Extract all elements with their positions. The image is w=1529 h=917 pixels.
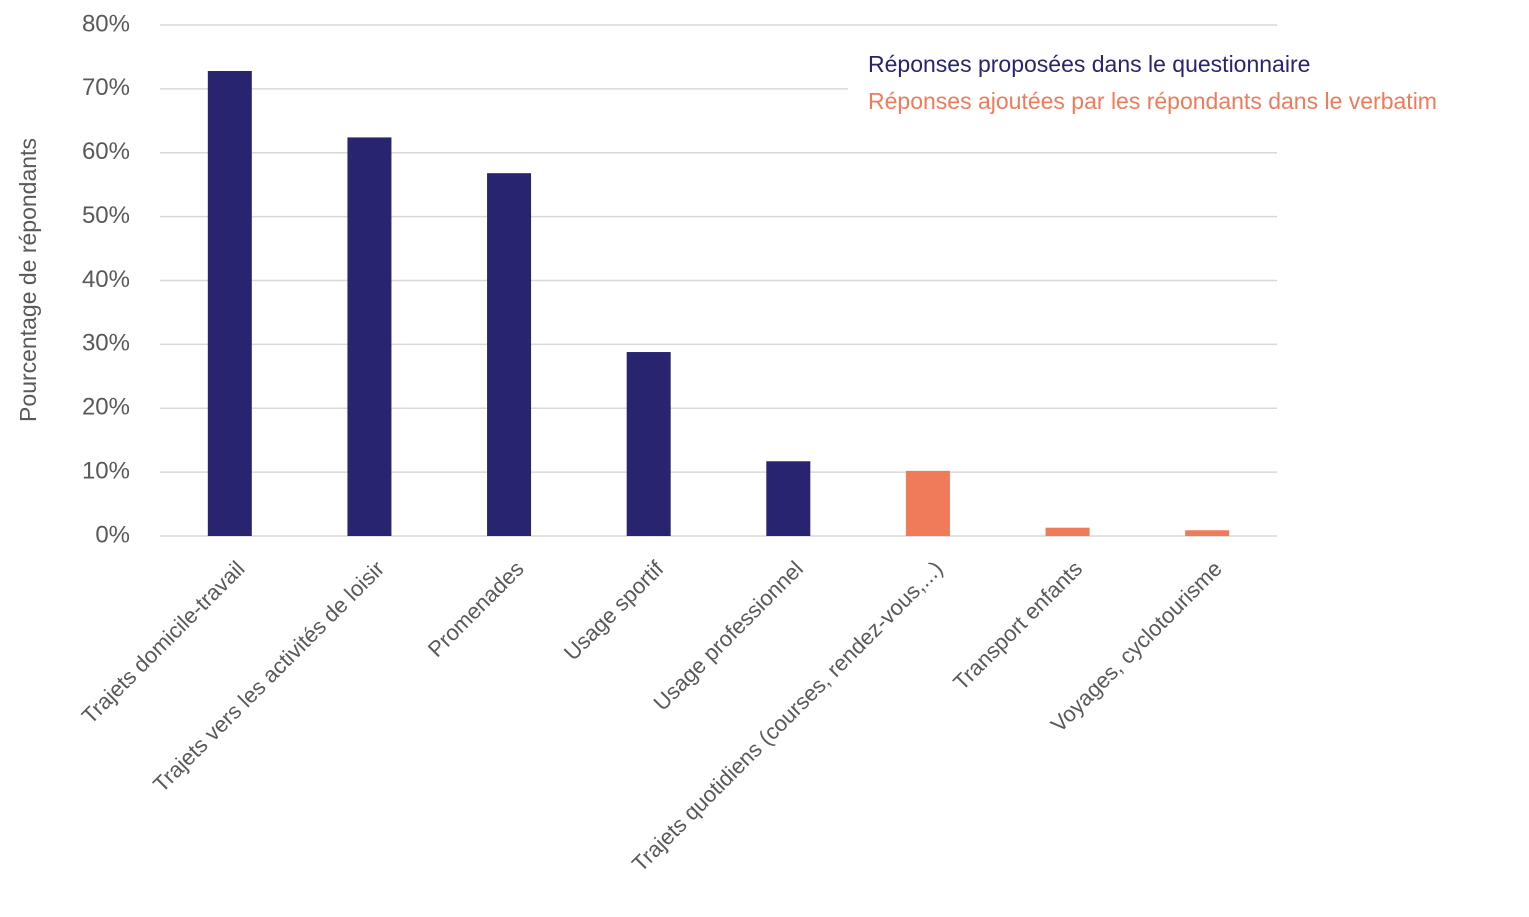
bar: [626, 352, 671, 536]
bar: [1185, 530, 1230, 536]
y-tick-label: 10%: [82, 457, 130, 484]
y-tick-label: 70%: [82, 74, 130, 101]
x-tick-label: Transport enfants: [948, 556, 1087, 695]
y-tick-label: 0%: [95, 521, 130, 548]
bar: [207, 70, 252, 537]
x-tick-label: Usage sportif: [559, 555, 669, 665]
y-tick-label: 60%: [82, 138, 130, 165]
y-tick-label: 50%: [82, 202, 130, 229]
bar: [1045, 527, 1090, 536]
bar: [905, 470, 950, 536]
y-tick-label: 80%: [82, 10, 130, 37]
x-tick-label: Trajets vers les activités de loisir: [148, 556, 389, 797]
x-tick-label: Promenades: [423, 556, 529, 662]
bar: [487, 173, 532, 536]
legend-background: [848, 48, 1529, 124]
y-tick-label: 40%: [82, 266, 130, 293]
x-tick-label: Usage professionnel: [648, 556, 808, 716]
y-axis-label: Pourcentage de répondants: [15, 138, 41, 422]
y-tick-label: 30%: [82, 330, 130, 357]
bar: [766, 461, 811, 536]
y-tick-label: 20%: [82, 394, 130, 421]
legend-entry: Réponses ajoutées par les répondants dan…: [868, 88, 1437, 114]
legend-entry: Réponses proposées dans le questionnaire: [868, 51, 1310, 77]
x-tick-label: Trajets quotidiens (courses, rendez-vous…: [627, 556, 948, 877]
bar: [347, 137, 392, 537]
